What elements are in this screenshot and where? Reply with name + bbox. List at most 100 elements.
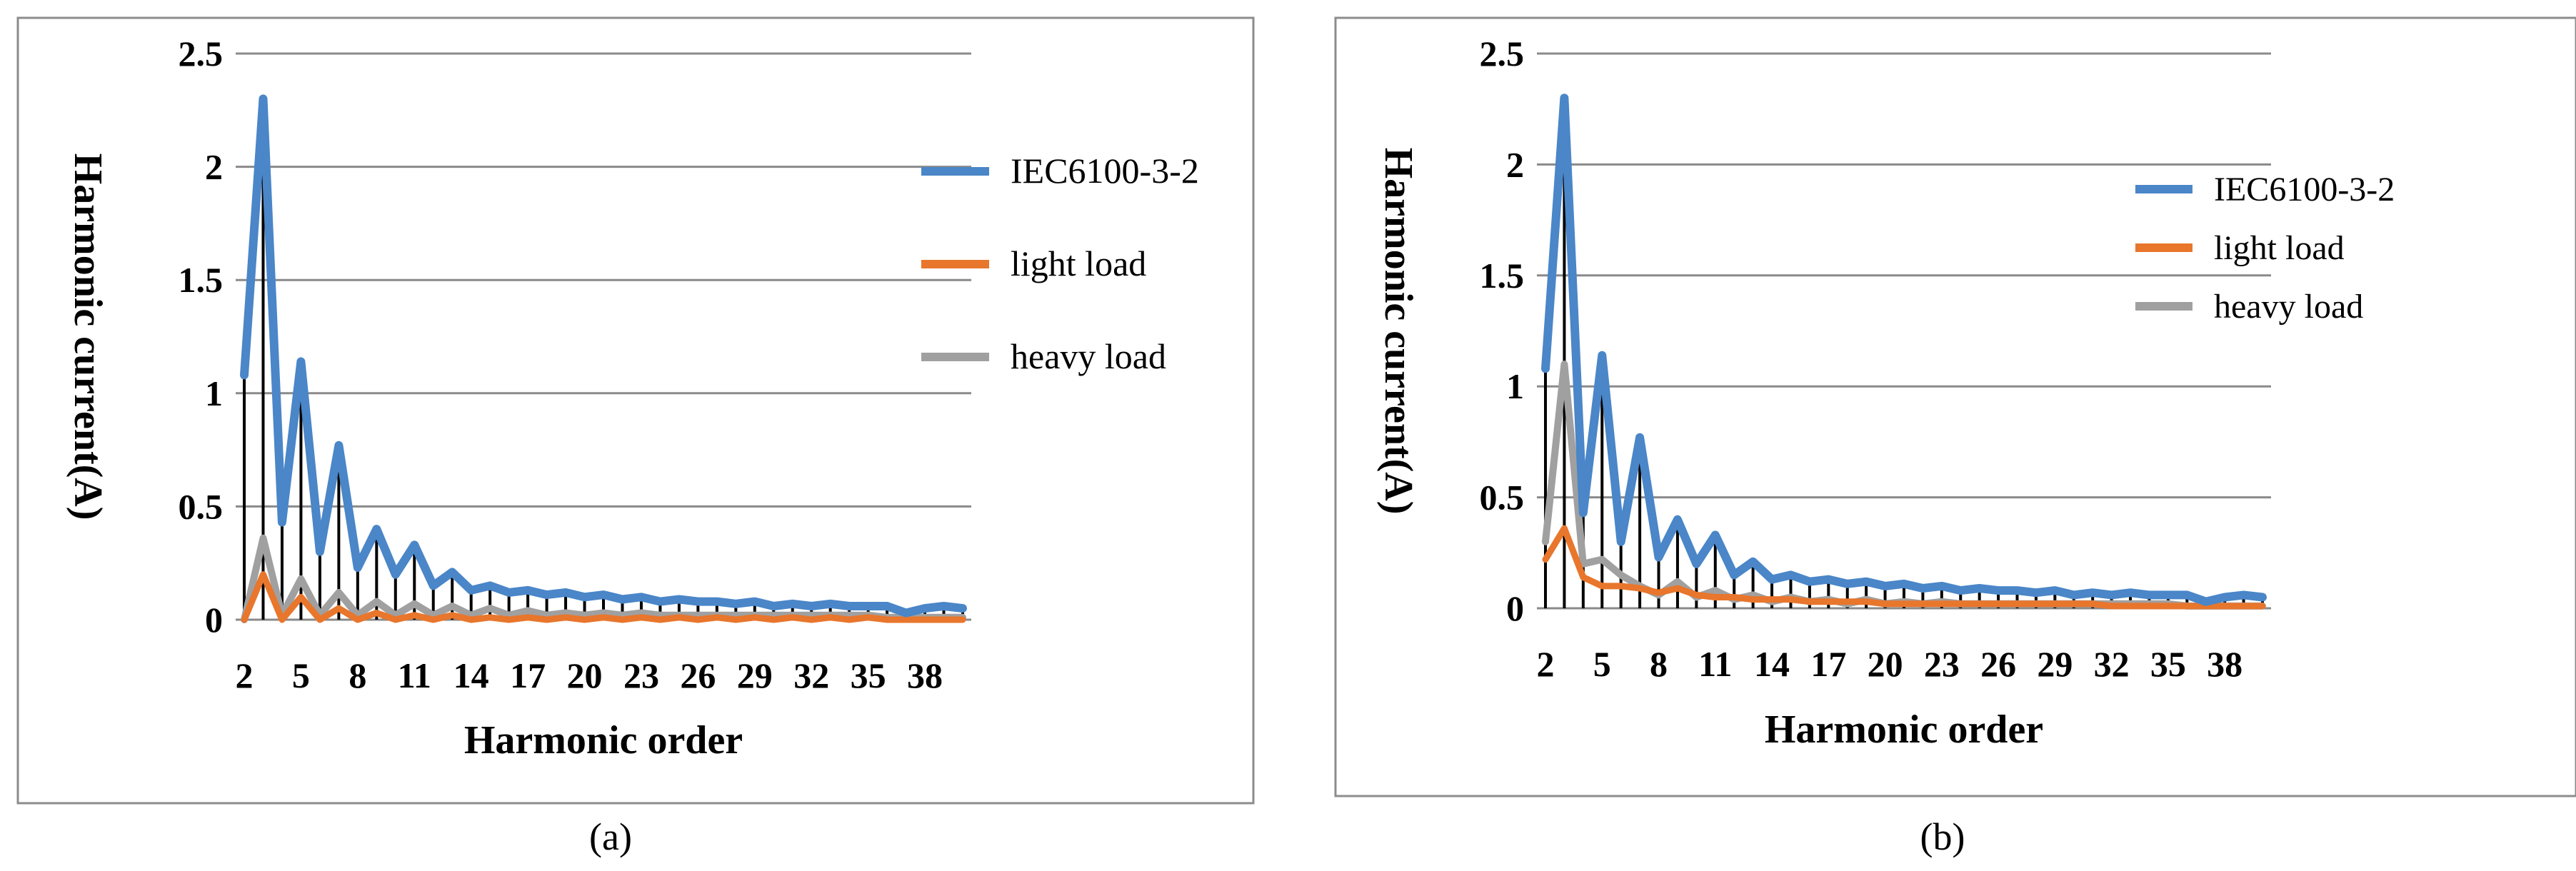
data-point: [244, 374, 245, 376]
x-tick-label: 5: [1593, 644, 1611, 684]
data-point: [1752, 598, 1754, 600]
data-point: [1752, 594, 1754, 596]
data-point: [414, 614, 416, 616]
data-point: [1676, 580, 1678, 583]
data-point: [470, 614, 472, 616]
data-point: [2167, 605, 2169, 607]
data-point: [943, 619, 945, 620]
data-point: [2016, 603, 2018, 605]
x-tick-label: 35: [851, 655, 886, 695]
data-point: [376, 600, 378, 603]
data-point: [2035, 603, 2037, 605]
data-point: [2073, 603, 2075, 605]
data-point: [716, 600, 718, 603]
data-point: [394, 619, 396, 620]
data-point: [697, 600, 699, 603]
data-point: [1545, 540, 1546, 543]
data-point: [697, 614, 699, 616]
data-point: [1695, 563, 1698, 565]
chart-b-svg: 00.511.522.52 5 8 11 14 17 20 23 26 29 32 35 38Harmo…: [1334, 16, 2576, 858]
data-point: [829, 603, 831, 605]
data-point: [527, 589, 529, 591]
data-point: [773, 619, 775, 620]
data-point: [829, 616, 831, 618]
x-tick-label: 23: [1924, 644, 1960, 684]
x-tick-label: 35: [2150, 644, 2186, 684]
data-point: [2242, 594, 2245, 596]
x-tick-label: 14: [453, 655, 489, 695]
chart-panel-b: 0 0.5 1 1.5 2 2.5 2 5 8 11 14 17 20 23 26 29 32 35 38 Harmo…: [1314, 0, 2576, 871]
data-point: [811, 605, 813, 607]
data-point: [319, 550, 321, 553]
legend-entry: IEC6100-3-2: [1011, 151, 1199, 191]
data-point: [451, 571, 453, 573]
data-point: [1582, 512, 1584, 514]
data-point: [2016, 590, 2018, 592]
y-tick-label: 2.5: [1480, 34, 1525, 74]
data-point: [376, 528, 378, 530]
y-tick-label: 1.5: [1480, 256, 1525, 296]
data-point: [262, 98, 264, 100]
y-axis-title: Harmonic current(A): [1376, 148, 1420, 515]
y-tick-label: 1: [205, 373, 223, 413]
data-point: [848, 619, 851, 620]
data-point: [2186, 605, 2188, 607]
x-tick-label: 2: [236, 655, 254, 695]
x-axis-title: Harmonic order: [464, 718, 743, 762]
x-tick-label: 26: [1980, 644, 2016, 684]
data-point: [2092, 592, 2094, 594]
data-point: [2110, 594, 2113, 596]
data-point: [1978, 588, 1980, 590]
data-point: [1828, 578, 1830, 580]
data-point: [1884, 603, 1886, 605]
data-point: [962, 608, 963, 610]
data-point: [1695, 594, 1698, 596]
data-point: [886, 619, 888, 620]
data-point: [394, 573, 396, 575]
data-point: [1639, 436, 1641, 438]
x-tick-label: 38: [907, 655, 943, 695]
data-point: [489, 585, 491, 587]
legend-entry: light load: [2214, 229, 2345, 267]
data-point: [735, 614, 737, 616]
data-point: [753, 616, 756, 618]
data-point: [451, 605, 453, 607]
data-point: [432, 619, 434, 620]
data-point: [640, 612, 642, 614]
x-tick-label: 8: [1650, 644, 1668, 684]
data-point: [2262, 605, 2263, 607]
data-point: [2242, 605, 2245, 607]
data-point: [2130, 592, 2132, 594]
data-point: [1978, 603, 1980, 605]
x-tick-label: 2: [1537, 644, 1555, 684]
data-point: [1771, 578, 1773, 580]
x-tick-label: 32: [793, 655, 829, 695]
data-point: [848, 614, 851, 616]
data-point: [640, 616, 642, 618]
data-point: [1582, 576, 1584, 578]
data-point: [1790, 574, 1792, 576]
y-tick-label: 1: [1506, 366, 1524, 406]
data-point: [659, 600, 661, 603]
data-point: [1865, 580, 1868, 583]
data-point: [300, 361, 302, 363]
data-point: [735, 619, 737, 620]
data-point: [414, 544, 416, 546]
chart-frame: [1334, 16, 2576, 797]
data-point: [791, 603, 793, 605]
data-point: [470, 589, 472, 591]
y-tick-label: 2.5: [179, 34, 224, 74]
data-point: [2035, 592, 2037, 594]
x-tick-label: 29: [737, 655, 773, 695]
data-point: [1733, 574, 1735, 576]
y-tick-label: 0.5: [1480, 478, 1525, 518]
data-point: [356, 619, 359, 620]
data-point: [1545, 558, 1546, 560]
data-point: [867, 616, 869, 618]
data-point: [338, 591, 340, 593]
data-point: [716, 616, 718, 618]
x-tick-label: 29: [2037, 644, 2073, 684]
data-point: [1808, 600, 1810, 603]
data-point: [394, 614, 396, 616]
data-point: [565, 616, 567, 618]
